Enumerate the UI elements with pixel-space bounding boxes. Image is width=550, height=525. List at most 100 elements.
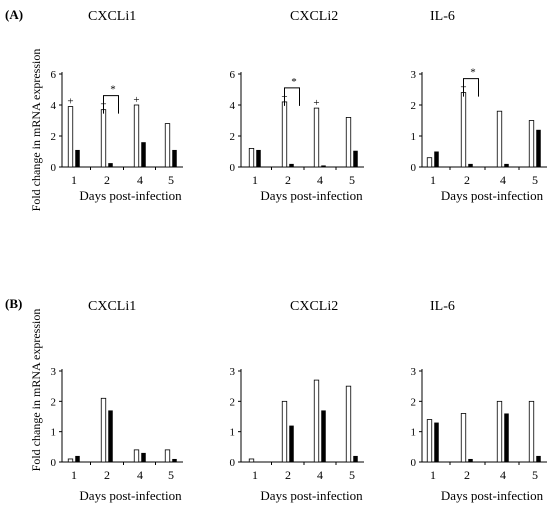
x-tick-label: 5 — [168, 468, 174, 482]
bar-white — [313, 107, 320, 168]
y-tick-label: 3 — [51, 366, 57, 378]
x-tick-label: 4 — [137, 173, 143, 187]
x-tick-label: 2 — [104, 173, 110, 187]
y-tick-label: 3 — [411, 366, 417, 378]
y-tick-label: 0 — [411, 457, 417, 469]
x-tick-label: 1 — [71, 173, 77, 187]
bar-black — [108, 163, 113, 167]
y-tick-label: 0 — [230, 457, 236, 469]
x-tick-label: 4 — [137, 468, 143, 482]
x-axis-label: Days post-infection — [79, 488, 182, 503]
x-tick-label: 1 — [252, 173, 258, 187]
plus-marker: + — [133, 94, 139, 106]
bar-white — [248, 147, 255, 168]
subplot-title: CXCLi2 — [290, 299, 338, 314]
bar-white — [133, 449, 140, 463]
bar-white — [248, 458, 255, 463]
significance-bracket — [284, 87, 300, 106]
y-tick-label: 6 — [230, 69, 236, 81]
y-tick-label: 0 — [51, 162, 57, 174]
y-tick-label: 2 — [51, 396, 57, 408]
x-tick-label: 5 — [349, 468, 355, 482]
significance-bracket — [103, 95, 119, 114]
y-tick-label: 3 — [411, 69, 417, 81]
bar-white — [67, 458, 74, 463]
x-tick-label: 4 — [500, 468, 506, 482]
bar-black — [108, 410, 113, 462]
y-tick-label: 1 — [411, 131, 417, 143]
bar-white — [345, 385, 352, 463]
x-tick-label: 2 — [285, 468, 291, 482]
significance-star: * — [110, 84, 116, 96]
bar-white — [528, 400, 535, 463]
x-tick-label: 5 — [532, 173, 538, 187]
bar-white — [100, 397, 107, 463]
bar-black — [289, 425, 294, 462]
bar-white — [164, 449, 171, 463]
subplot-title: CXCLi2 — [290, 9, 338, 24]
bar-black — [256, 461, 261, 462]
bar-black — [468, 163, 473, 167]
bar-white — [133, 104, 140, 168]
bar-black — [353, 150, 358, 167]
bar-black — [321, 410, 326, 462]
bar-white — [528, 120, 535, 168]
significance-bracket — [463, 78, 479, 97]
x-tick-label: 4 — [317, 173, 323, 187]
panel-b-ylabel: Fold change in mRNA expression — [29, 309, 43, 472]
bar-black — [75, 455, 80, 462]
y-tick-label: 2 — [230, 396, 236, 408]
y-tick-label: 4 — [230, 100, 236, 112]
x-tick-label: 1 — [430, 468, 436, 482]
subplot-title: CXCLi1 — [88, 9, 136, 24]
bar-black — [141, 142, 146, 167]
significance-star: * — [470, 67, 476, 79]
bar-black — [536, 129, 541, 167]
bar-black — [504, 163, 509, 167]
bar-white — [345, 117, 352, 168]
x-axis-label: Days post-infection — [441, 488, 544, 503]
x-axis-label: Days post-infection — [260, 488, 363, 503]
y-tick-label: 4 — [51, 100, 57, 112]
y-tick-label: 2 — [411, 100, 417, 112]
x-tick-label: 2 — [104, 468, 110, 482]
subplot-title: CXCLi1 — [88, 299, 136, 314]
x-tick-label: 4 — [317, 468, 323, 482]
bar-white — [281, 400, 288, 463]
y-tick-label: 1 — [230, 427, 236, 439]
y-tick-label: 2 — [230, 131, 236, 143]
bar-black — [172, 458, 177, 462]
panel-b-label: (B) — [5, 296, 22, 311]
bar-black — [434, 422, 439, 462]
y-tick-label: 2 — [411, 396, 417, 408]
y-tick-label: 3 — [230, 366, 236, 378]
panel-a-ylabel: Fold change in mRNA expression — [29, 49, 43, 212]
x-tick-label: 5 — [349, 173, 355, 187]
bar-white — [496, 400, 503, 463]
x-tick-label: 5 — [168, 173, 174, 187]
bar-white — [426, 157, 433, 168]
x-axis-label: Days post-infection — [260, 188, 363, 203]
bar-black — [468, 458, 473, 462]
bar-black — [75, 149, 80, 167]
panel-a-label: (A) — [5, 7, 23, 22]
y-tick-label: 1 — [411, 427, 417, 439]
x-tick-label: 1 — [430, 173, 436, 187]
bar-white — [313, 379, 320, 463]
bar-black — [504, 413, 509, 462]
bar-black — [256, 149, 261, 167]
significance-star: * — [291, 76, 297, 88]
y-tick-label: 0 — [411, 162, 417, 174]
subplot: CXCLi1 0 1 2 3 1 2 4 5 Days post-infection — [51, 299, 183, 503]
x-tick-label: 1 — [71, 468, 77, 482]
bar-white — [496, 110, 503, 168]
subplot-title: IL-6 — [430, 299, 455, 314]
bar-black — [172, 149, 177, 167]
x-tick-label: 2 — [464, 468, 470, 482]
bar-black — [141, 452, 146, 462]
bar-white — [164, 123, 171, 168]
